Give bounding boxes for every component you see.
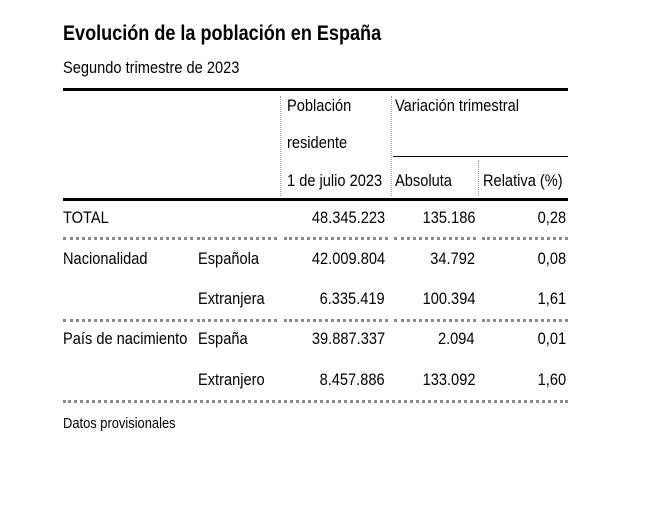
row-sub-label: Española [198, 249, 259, 268]
row-divider [197, 319, 277, 322]
cell-absolute: 100.394 [422, 289, 475, 308]
header-relative: Relativa (%) [483, 171, 563, 190]
cell-population: 39.887.337 [311, 329, 385, 348]
variation-underline [393, 156, 568, 157]
cell-relative: 0,28 [537, 208, 566, 227]
table-subtitle: Segundo trimestre de 2023 [63, 58, 240, 77]
row-divider [63, 237, 193, 240]
column-separator [280, 96, 281, 196]
row-divider [394, 237, 476, 240]
row-divider [284, 237, 388, 240]
header-population-line3: 1 de julio 2023 [287, 171, 383, 190]
row-group-label: País de nacimiento [63, 329, 188, 348]
cell-absolute: 34.792 [430, 249, 475, 268]
row-divider [63, 319, 193, 322]
row-divider [482, 319, 568, 322]
row-group-label: TOTAL [63, 208, 109, 227]
cell-relative: 0,08 [537, 249, 566, 268]
row-divider [394, 319, 476, 322]
cell-population: 6.335.419 [319, 289, 385, 308]
header-absolute: Absoluta [395, 171, 452, 190]
header-population-line1: Población [287, 96, 352, 115]
cell-population: 42.009.804 [311, 249, 385, 268]
cell-absolute: 133.092 [422, 370, 475, 389]
cell-relative: 1,61 [537, 289, 566, 308]
row-divider [482, 237, 568, 240]
footnote: Datos provisionales [63, 415, 176, 432]
row-divider [197, 237, 277, 240]
column-separator [478, 160, 479, 196]
row-divider [284, 319, 388, 322]
header-population-line2: residente [287, 133, 348, 152]
bottom-rule [63, 400, 568, 403]
header-variation: Variación trimestral [395, 96, 520, 115]
cell-population: 48.345.223 [311, 208, 385, 227]
cell-relative: 0,01 [537, 329, 566, 348]
row-sub-label: Extranjera [198, 289, 265, 308]
row-sub-label: España [198, 329, 248, 348]
cell-relative: 1,60 [537, 370, 566, 389]
cell-population: 8.457.886 [319, 370, 385, 389]
row-sub-label: Extranjero [198, 370, 265, 389]
column-separator [391, 96, 392, 196]
header-rule [63, 198, 568, 201]
top-rule [63, 88, 568, 91]
row-group-label: Nacionalidad [63, 249, 148, 268]
table-title: Evolución de la población en España [63, 22, 382, 45]
cell-absolute: 135.186 [422, 208, 475, 227]
cell-absolute: 2.094 [438, 329, 475, 348]
